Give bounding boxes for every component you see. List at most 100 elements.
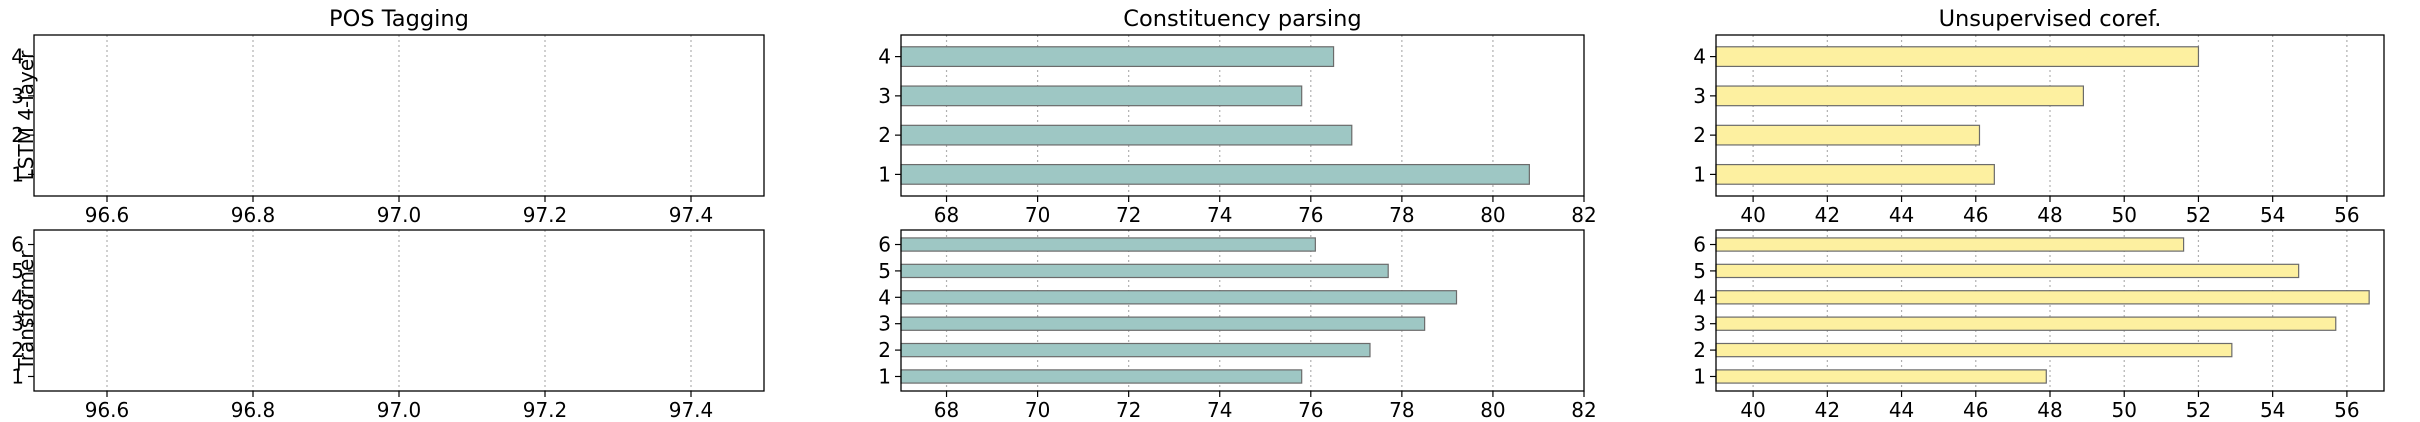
y-tick-label: 4 bbox=[1693, 45, 1706, 69]
panel-title: POS Tagging bbox=[329, 6, 469, 32]
x-tick-label: 96.8 bbox=[231, 203, 276, 227]
bar-1 bbox=[1715, 163, 1995, 185]
y-tick-label: 1 bbox=[11, 162, 24, 186]
bar-3 bbox=[1715, 85, 2084, 107]
x-tick-label: 76 bbox=[1298, 203, 1323, 227]
bar-4 bbox=[900, 46, 1335, 68]
bar-3 bbox=[1715, 316, 2337, 331]
y-tick-label: 4 bbox=[1693, 285, 1706, 309]
x-tick-label: 97.2 bbox=[523, 398, 568, 422]
y-tick-label: 2 bbox=[1693, 338, 1706, 362]
y-tick-label: 3 bbox=[1693, 84, 1706, 108]
y-tick-label: 6 bbox=[1693, 233, 1706, 257]
x-tick-label: 56 bbox=[2334, 398, 2359, 422]
y-tick-label: 6 bbox=[878, 233, 891, 257]
x-tick-label: 80 bbox=[1480, 398, 1505, 422]
bar-3 bbox=[900, 85, 1303, 107]
x-tick-label: 52 bbox=[2186, 203, 2211, 227]
y-tick-label: 4 bbox=[11, 285, 24, 309]
x-tick-label: 82 bbox=[1571, 203, 1596, 227]
bar-3 bbox=[900, 316, 1426, 331]
y-tick-label: 3 bbox=[878, 312, 891, 336]
y-tick-label: 4 bbox=[878, 285, 891, 309]
x-tick-label: 96.8 bbox=[231, 398, 276, 422]
x-tick-label: 97.0 bbox=[377, 398, 422, 422]
bar-6 bbox=[900, 237, 1316, 252]
x-tick-label: 72 bbox=[1116, 203, 1141, 227]
y-tick-label: 2 bbox=[878, 338, 891, 362]
panel-tf-const: 68 70 72 74 76 78 80 82 123 456 bbox=[878, 229, 1597, 422]
y-tick-label: 2 bbox=[11, 123, 24, 147]
bar-2 bbox=[900, 124, 1353, 146]
x-tick-label: 70 bbox=[1025, 398, 1050, 422]
x-tick-label: 42 bbox=[1815, 398, 1840, 422]
bar-1 bbox=[900, 369, 1303, 384]
y-tick-label: 3 bbox=[11, 312, 24, 336]
y-tick-label: 2 bbox=[11, 338, 24, 362]
x-tick-label: 96.6 bbox=[85, 398, 130, 422]
x-tick-label: 50 bbox=[2111, 203, 2136, 227]
x-tick-label: 78 bbox=[1389, 398, 1414, 422]
x-tick-label: 97.2 bbox=[523, 203, 568, 227]
bar-1 bbox=[1715, 369, 2047, 384]
x-tick-label: 40 bbox=[1740, 398, 1765, 422]
panel-lstm-coref: 40 42 44 46 48 50 52 54 56 1 2 3 4 Unsupervised coref… bbox=[1693, 6, 2385, 227]
x-tick-label: 42 bbox=[1815, 203, 1840, 227]
bar-6 bbox=[1715, 237, 2185, 252]
bar-2 bbox=[1715, 342, 2233, 358]
x-tick-label: 68 bbox=[934, 398, 959, 422]
x-tick-label: 54 bbox=[2260, 398, 2285, 422]
y-tick-label: 4 bbox=[878, 45, 891, 69]
y-tick-label: 1 bbox=[878, 364, 891, 388]
bar-4 bbox=[900, 290, 1458, 305]
panel-lstm-pos: 96.6 96.8 97.0 97.2 97.4 1 2 3 4 POS Tagging LSTM … bbox=[11, 6, 765, 227]
x-tick-label: 97.4 bbox=[669, 398, 714, 422]
x-tick-label: 50 bbox=[2111, 398, 2136, 422]
x-tick-label: 76 bbox=[1298, 398, 1323, 422]
y-tick-label: 2 bbox=[878, 123, 891, 147]
x-tick-label: 70 bbox=[1025, 203, 1050, 227]
bar-2 bbox=[1715, 124, 1981, 146]
x-tick-label: 96.6 bbox=[85, 203, 130, 227]
x-tick-label: 40 bbox=[1740, 203, 1765, 227]
x-tick-label: 52 bbox=[2186, 398, 2211, 422]
row-label: Transformer bbox=[14, 250, 38, 372]
bar-4 bbox=[1715, 46, 2200, 68]
row-label: LSTM 4-layer bbox=[14, 50, 38, 181]
y-tick-label: 5 bbox=[11, 259, 24, 283]
x-tick-label: 80 bbox=[1480, 203, 1505, 227]
y-tick-label: 3 bbox=[1693, 312, 1706, 336]
x-tick-label: 46 bbox=[1963, 203, 1988, 227]
panel-lstm-const: 68 70 72 74 76 78 80 82 1 2 3 4 Constituency parsing bbox=[878, 6, 1596, 227]
panel-title: Constituency parsing bbox=[1123, 6, 1361, 32]
x-tick-label: 74 bbox=[1207, 398, 1232, 422]
y-tick-label: 1 bbox=[11, 364, 24, 388]
x-tick-label: 97.0 bbox=[377, 203, 422, 227]
y-tick-label: 1 bbox=[878, 162, 891, 186]
y-tick-label: 4 bbox=[11, 45, 24, 69]
x-tick-label: 78 bbox=[1389, 203, 1414, 227]
axes-frame bbox=[900, 229, 1585, 392]
x-tick-label: 97.4 bbox=[669, 203, 714, 227]
bar-1 bbox=[900, 163, 1530, 185]
panel-title: Unsupervised coref. bbox=[1939, 6, 2162, 32]
x-tick-label: 74 bbox=[1207, 203, 1232, 227]
x-tick-label: 72 bbox=[1116, 398, 1141, 422]
bar-4 bbox=[1715, 290, 2370, 305]
y-tick-label: 6 bbox=[11, 233, 24, 257]
y-tick-label: 1 bbox=[1693, 162, 1706, 186]
x-tick-label: 44 bbox=[1889, 398, 1914, 422]
x-tick-label: 56 bbox=[2334, 203, 2359, 227]
y-tick-label: 5 bbox=[878, 259, 891, 283]
y-tick-label: 2 bbox=[1693, 123, 1706, 147]
x-tick-label: 68 bbox=[934, 203, 959, 227]
y-tick-label: 3 bbox=[878, 84, 891, 108]
x-tick-label: 46 bbox=[1963, 398, 1988, 422]
y-tick-label: 1 bbox=[1693, 364, 1706, 388]
x-tick-label: 54 bbox=[2260, 203, 2285, 227]
x-tick-label: 48 bbox=[2037, 203, 2062, 227]
bar-5 bbox=[900, 263, 1389, 279]
